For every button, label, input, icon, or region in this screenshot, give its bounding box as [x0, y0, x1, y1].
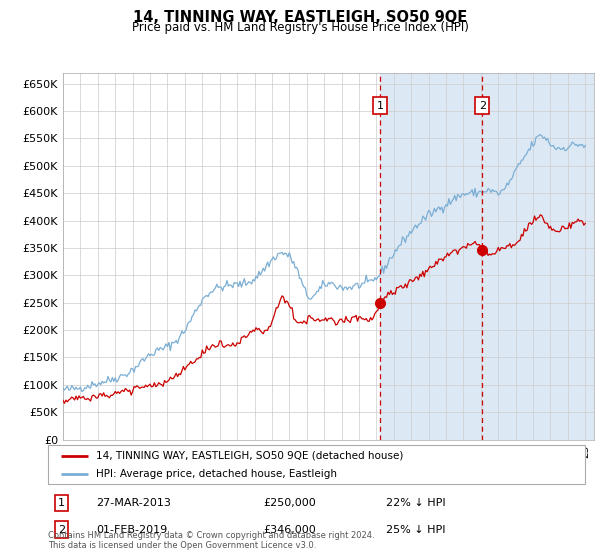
Text: 14, TINNING WAY, EASTLEIGH, SO50 9QE: 14, TINNING WAY, EASTLEIGH, SO50 9QE — [133, 10, 467, 25]
Text: £250,000: £250,000 — [263, 498, 316, 508]
Bar — [380, 73, 594, 440]
Text: Price paid vs. HM Land Registry's House Price Index (HPI): Price paid vs. HM Land Registry's House … — [131, 21, 469, 34]
Text: HPI: Average price, detached house, Eastleigh: HPI: Average price, detached house, East… — [97, 469, 337, 479]
Text: 27-MAR-2013: 27-MAR-2013 — [97, 498, 171, 508]
Text: £346,000: £346,000 — [263, 525, 316, 535]
Text: 01-FEB-2019: 01-FEB-2019 — [97, 525, 167, 535]
Text: 22% ↓ HPI: 22% ↓ HPI — [386, 498, 446, 508]
Text: 14, TINNING WAY, EASTLEIGH, SO50 9QE (detached house): 14, TINNING WAY, EASTLEIGH, SO50 9QE (de… — [97, 451, 404, 461]
Text: Contains HM Land Registry data © Crown copyright and database right 2024.
This d: Contains HM Land Registry data © Crown c… — [48, 530, 374, 550]
Text: 25% ↓ HPI: 25% ↓ HPI — [386, 525, 446, 535]
Text: 2: 2 — [58, 525, 65, 535]
Text: 1: 1 — [376, 101, 383, 111]
Text: 2: 2 — [479, 101, 486, 111]
Text: 1: 1 — [58, 498, 65, 508]
